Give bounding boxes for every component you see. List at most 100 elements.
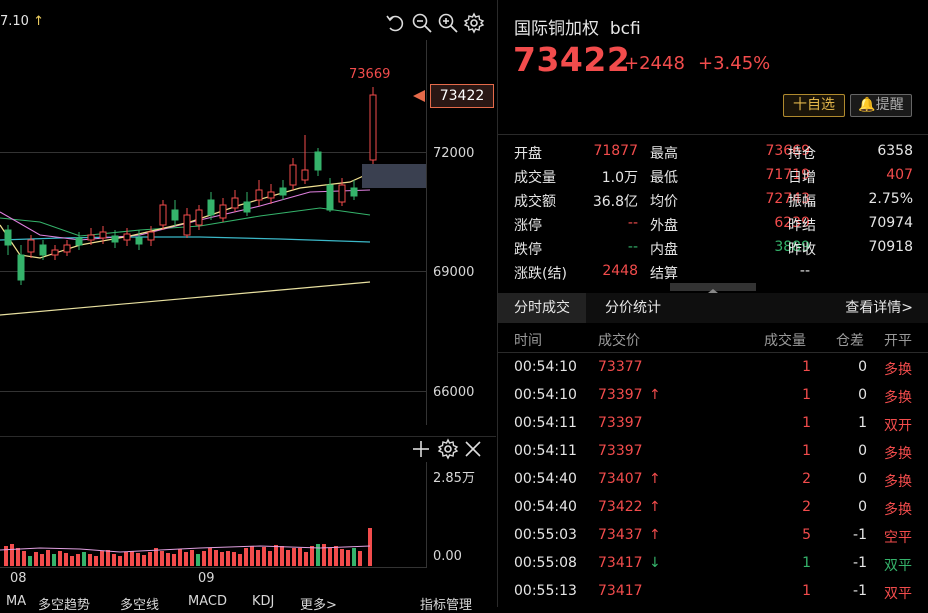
alert-button[interactable]: 🔔提醒 bbox=[850, 94, 912, 117]
trade-row[interactable]: 00:54:40 73407 ↑ 2 0 多换 bbox=[498, 466, 928, 494]
volume-bar bbox=[262, 547, 266, 566]
quote-row: 成交额 36.8亿 均价 72743 振幅 2.75% bbox=[498, 188, 928, 212]
trade-oi-change: 0 bbox=[858, 359, 867, 375]
quote-row: 成交量 1.0万 最低 71719 日增 407 bbox=[498, 164, 928, 188]
trade-volume: 1 bbox=[802, 443, 811, 459]
trade-volume: 1 bbox=[802, 387, 811, 403]
volume-bar bbox=[250, 546, 254, 566]
grid-line bbox=[0, 391, 426, 392]
ma-line-long bbox=[0, 281, 371, 316]
trade-volume: 2 bbox=[802, 499, 811, 515]
trade-time: 00:54:40 bbox=[514, 499, 577, 515]
volume-bar bbox=[118, 556, 122, 566]
trade-row[interactable]: 00:55:08 73417 ↓ 1 -1 双平 bbox=[498, 550, 928, 578]
quote-label: 日增 bbox=[788, 170, 816, 186]
quote-panel: 国际铜加权 bcfi 73422 +2448 +3.45% 十自选 🔔提醒 开盘… bbox=[497, 0, 928, 607]
gear-icon[interactable] bbox=[463, 12, 485, 34]
trade-price: 73397 bbox=[598, 387, 643, 403]
price-range-highlight bbox=[362, 164, 426, 188]
tab-time-sales[interactable]: 分时成交 bbox=[498, 293, 586, 323]
trade-price: 73437 bbox=[598, 527, 643, 543]
volume-bar bbox=[274, 545, 278, 566]
quote-label: 开盘 bbox=[514, 146, 542, 162]
candlestick-chart[interactable] bbox=[0, 40, 426, 425]
trade-price: 73377 bbox=[598, 359, 643, 375]
tab-macd[interactable]: MACD bbox=[188, 594, 227, 609]
gear-icon[interactable] bbox=[437, 438, 459, 460]
tab-trend[interactable]: 多空趋势 bbox=[38, 598, 91, 613]
undo-icon[interactable] bbox=[384, 12, 406, 34]
quote-value: 70918 bbox=[868, 239, 913, 255]
volume-chart[interactable] bbox=[0, 462, 426, 568]
volume-bar bbox=[64, 553, 68, 566]
kline-chart-panel[interactable]: 7.10 ↑ 72000 69000 66000 73669 73422 2.8… bbox=[0, 0, 496, 613]
trade-oi-change: -1 bbox=[853, 583, 867, 599]
tab-kdj[interactable]: KDJ bbox=[252, 594, 275, 609]
view-details-link[interactable]: 查看详情> bbox=[845, 300, 913, 316]
trade-oi-change: 0 bbox=[858, 387, 867, 403]
price-axis-label: 66000 bbox=[433, 385, 475, 400]
vol-ma-line bbox=[0, 545, 371, 553]
trade-row[interactable]: 00:54:40 73422 ↑ 2 0 多换 bbox=[498, 494, 928, 522]
collapse-handle[interactable] bbox=[670, 283, 756, 293]
x-axis-label: 09 bbox=[198, 571, 215, 586]
candle-body bbox=[171, 209, 179, 221]
divider bbox=[498, 352, 928, 353]
add-favorite-button[interactable]: 十自选 bbox=[783, 94, 845, 117]
tab-price-stats[interactable]: 分价统计 bbox=[605, 300, 661, 316]
trade-volume: 5 bbox=[802, 527, 811, 543]
vol-baseline bbox=[0, 567, 426, 568]
volume-bar bbox=[4, 546, 8, 566]
x-axis-label: 08 bbox=[10, 571, 27, 586]
zoom-out-icon[interactable] bbox=[411, 12, 433, 34]
volume-bar bbox=[88, 554, 92, 566]
quote-value: 1.0万 bbox=[601, 170, 638, 186]
trade-time: 00:54:11 bbox=[514, 443, 577, 459]
candle-body bbox=[314, 151, 322, 171]
tab-longshort[interactable]: 多空线 bbox=[120, 598, 160, 613]
volume-bar bbox=[208, 548, 212, 566]
candle-body bbox=[63, 244, 71, 253]
trade-row[interactable]: 00:54:10 73397 ↑ 1 0 多换 bbox=[498, 382, 928, 410]
quote-label: 涨跌(结) bbox=[514, 266, 567, 282]
volume-bars bbox=[4, 528, 372, 566]
trade-time: 00:54:10 bbox=[514, 387, 577, 403]
volume-bar bbox=[244, 548, 248, 566]
trade-row[interactable]: 00:55:03 73437 ↑ 5 -1 空平 bbox=[498, 522, 928, 550]
axis-divider bbox=[426, 462, 427, 568]
trade-row[interactable]: 00:54:10 73377 1 0 多换 bbox=[498, 354, 928, 382]
candle-body bbox=[350, 187, 358, 197]
tab-ma[interactable]: MA bbox=[6, 594, 27, 609]
candle-body bbox=[183, 214, 191, 236]
vol-axis-label: 0.00 bbox=[433, 549, 462, 564]
close-icon[interactable] bbox=[462, 438, 484, 460]
volume-bar bbox=[358, 551, 362, 566]
candle-body bbox=[369, 94, 377, 161]
quote-value: 407 bbox=[886, 167, 913, 183]
trade-price: 73397 bbox=[598, 415, 643, 431]
candle-body bbox=[147, 231, 155, 241]
axis-divider bbox=[426, 40, 427, 425]
volume-bar bbox=[154, 548, 158, 566]
trade-row[interactable]: 00:55:13 73417 1 -1 双平 bbox=[498, 578, 928, 606]
trade-time: 00:54:40 bbox=[514, 471, 577, 487]
tab-more[interactable]: 更多> bbox=[300, 598, 337, 613]
volume-bar bbox=[292, 548, 296, 566]
quote-label: 昨收 bbox=[788, 242, 816, 258]
volume-bar bbox=[160, 551, 164, 566]
quote-label: 跌停 bbox=[514, 242, 542, 258]
trade-row[interactable]: 00:54:11 73397 1 1 双开 bbox=[498, 410, 928, 438]
zoom-in-icon[interactable] bbox=[437, 12, 459, 34]
quote-label: 昨结 bbox=[788, 218, 816, 234]
indicator-manage-button[interactable]: 指标管理 bbox=[420, 598, 473, 613]
volume-bar bbox=[346, 550, 350, 566]
trade-row[interactable]: 00:54:11 73397 1 0 多换 bbox=[498, 438, 928, 466]
volume-bar bbox=[304, 552, 308, 566]
quote-value: 6239 bbox=[774, 215, 810, 231]
add-indicator-icon[interactable] bbox=[410, 438, 432, 460]
trade-type: 多换 bbox=[884, 474, 912, 490]
up-arrow-icon: ↑ bbox=[649, 499, 661, 515]
quote-label: 外盘 bbox=[650, 218, 678, 234]
down-arrow-icon: ↓ bbox=[649, 555, 661, 571]
trade-type: 多换 bbox=[884, 362, 912, 378]
